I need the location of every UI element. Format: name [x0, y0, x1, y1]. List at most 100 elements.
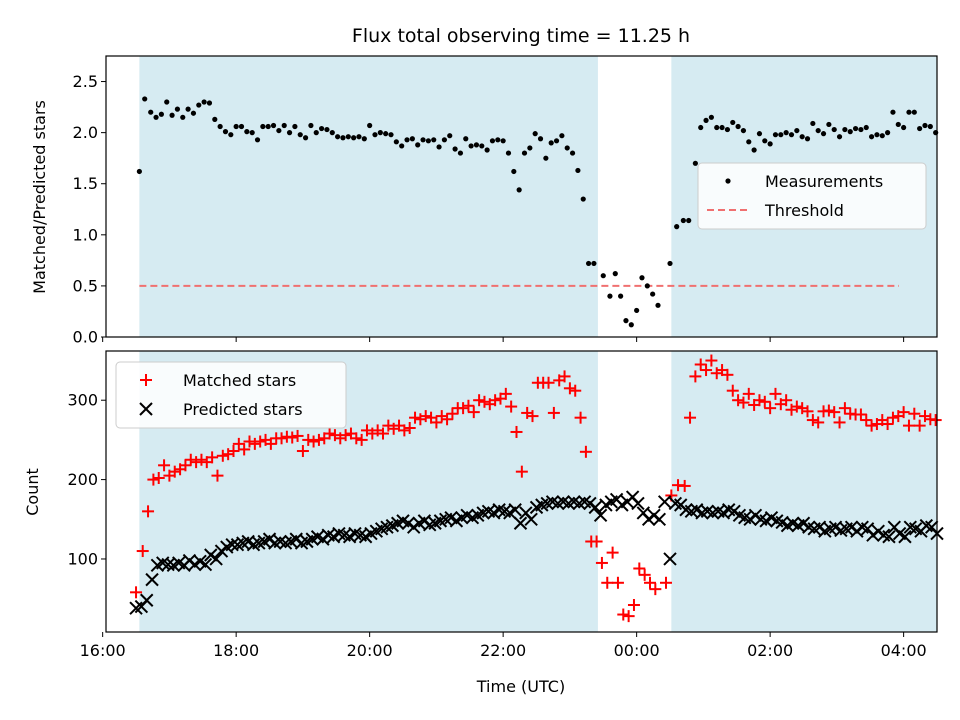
measurement-point [906, 109, 912, 115]
matched-star-point [206, 451, 219, 464]
matched-star-point [732, 394, 745, 407]
measurement-point [607, 293, 613, 299]
predicted-star-point [140, 593, 154, 607]
measurement-point [623, 318, 629, 324]
measurement-point [505, 150, 512, 156]
matched-star-point [238, 443, 251, 456]
measurement-point [543, 155, 549, 161]
matched-star-point [179, 459, 192, 472]
matched-star-point [627, 599, 640, 612]
matched-star-point [142, 505, 155, 518]
measurement-point [270, 122, 277, 129]
matched-star-point [168, 465, 181, 478]
predicted-star-point [198, 557, 213, 572]
measurement-point [580, 196, 586, 202]
matched-star-point [865, 419, 878, 432]
measurement-point [169, 112, 175, 118]
bottom-x-tick-label: 00:00 [614, 641, 660, 660]
bottom-x-tick-label: 04:00 [881, 641, 927, 660]
measurement-point [420, 137, 426, 143]
matched-star-point [505, 400, 518, 413]
measurement-point [585, 260, 592, 267]
matched-star-point [913, 419, 926, 432]
matched-star-point [558, 370, 571, 383]
bottom-data-marks [129, 354, 944, 623]
measurement-point [436, 144, 442, 150]
measurement-point [680, 217, 686, 224]
top-y-tick-label: 2.5 [73, 72, 98, 91]
matched-star-point [323, 427, 336, 440]
measurement-point [276, 127, 282, 134]
measurement-point [527, 145, 533, 151]
measurement-point [794, 127, 800, 134]
matched-star-point [248, 437, 261, 450]
matched-star-point [355, 433, 368, 446]
matched-star-point [499, 387, 512, 400]
measurement-point [746, 139, 752, 145]
measurement-point [185, 106, 191, 112]
measurement-point [148, 109, 154, 115]
measurement-point [484, 147, 490, 153]
measurement-point [564, 145, 570, 151]
measurement-point [686, 217, 692, 224]
measurement-point [468, 143, 474, 149]
measurement-point [644, 283, 650, 289]
measurement-point [553, 138, 560, 144]
legend-measurements-label: Measurements [765, 172, 883, 191]
measurement-point [361, 136, 367, 142]
predicted-star-point [593, 508, 608, 523]
matched-star-point [638, 568, 651, 581]
matched-star-point [694, 358, 707, 371]
measurement-point [600, 273, 606, 279]
matched-star-point [190, 456, 203, 469]
bottom-panel: 100 200 300 16:00 18:00 20:00 22:00 00:00 02:00 0… [23, 350, 944, 696]
measurement-point [879, 133, 885, 139]
top-plot-frame [105, 55, 938, 338]
measurement-point [911, 109, 917, 115]
bottom-x-tick-label: 20:00 [347, 641, 393, 660]
measurement-point [217, 123, 223, 130]
measurement-point [885, 130, 891, 136]
matched-star-point [617, 608, 630, 621]
bottom-x-tick-label: 22:00 [480, 641, 526, 660]
measurement-point [180, 114, 186, 120]
predicted-star-point [145, 572, 159, 587]
top-legend-box [697, 162, 927, 230]
measurement-point [874, 132, 880, 138]
matched-star-point [790, 400, 803, 413]
matched-star-point [467, 406, 480, 419]
top-y-axis-label: Matched/Predicted stars [30, 100, 49, 294]
measurement-point [318, 125, 325, 132]
measurement-point [351, 135, 357, 141]
measurement-point [393, 139, 399, 145]
bottom-x-tick-label: 18:00 [213, 641, 259, 660]
matched-star-point [515, 465, 528, 478]
measurement-point [383, 131, 389, 137]
matched-star-point [643, 576, 656, 589]
matched-star-point [195, 453, 208, 466]
bottom-x-tick-label: 02:00 [747, 641, 793, 660]
bottom-legend-box [115, 361, 347, 429]
matched-star-point [158, 459, 171, 472]
legend-matched-label: Matched stars [183, 371, 296, 390]
matched-star-point [828, 406, 841, 419]
measurement-point [804, 136, 811, 142]
measurement-point [852, 125, 859, 132]
measurement-point [415, 142, 421, 148]
measurement-point [463, 136, 469, 142]
matched-star-point [526, 410, 539, 423]
measurement-point [772, 132, 779, 138]
matched-star-point [726, 384, 739, 397]
predicted-star-point [161, 557, 175, 572]
matched-star-point [377, 427, 389, 440]
measurement-point [548, 140, 554, 146]
measurement-point [634, 307, 640, 314]
matched-star-point [243, 435, 256, 448]
legend-predicted-label: Predicted stars [183, 400, 303, 419]
measurement-point [196, 102, 202, 108]
matched-star-point [478, 395, 491, 408]
predicted-star-point [209, 552, 223, 566]
top-y-tick-label: 1.5 [73, 174, 98, 193]
measurement-point [810, 120, 816, 127]
